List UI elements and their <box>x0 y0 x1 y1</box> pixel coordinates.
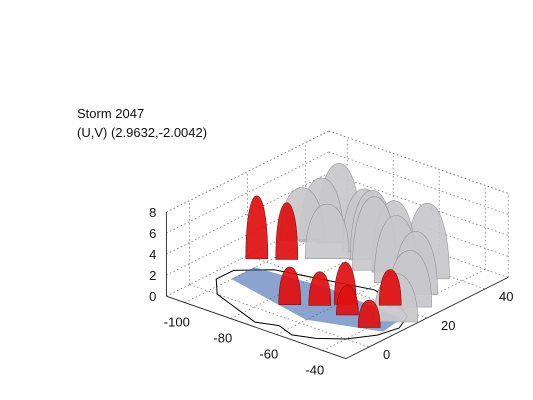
x-tick-label: -40 <box>305 363 324 378</box>
x-tick-label: -60 <box>259 347 278 362</box>
y-tick-label: 0 <box>383 347 390 362</box>
z-tick-label: 0 <box>149 289 156 304</box>
z-tick-label: 6 <box>149 226 156 241</box>
z-tick-label: 8 <box>149 205 156 220</box>
z-tick-label: 4 <box>149 247 156 262</box>
red-core <box>378 269 402 306</box>
axes <box>165 212 509 360</box>
surface-layer <box>215 162 450 340</box>
z-tick-label: 2 <box>149 268 156 283</box>
red-core <box>245 195 269 260</box>
gray-envelope <box>304 203 350 259</box>
grid-line <box>328 130 509 194</box>
y-tick-label: 20 <box>441 318 455 333</box>
y-axis-line <box>345 276 509 360</box>
red-core <box>275 202 299 260</box>
red-core <box>357 299 381 328</box>
x-tick-label: -100 <box>164 315 190 330</box>
tick-labels: 0 2 4 6 8 -100 -80 -60 -40 0 20 40 <box>149 205 513 377</box>
red-core <box>278 266 302 305</box>
footprint-contour <box>215 269 409 340</box>
chart-title-line-2: (U,V) (2.9632,-2.0042) <box>77 125 207 140</box>
x-tick-label: -80 <box>213 331 232 346</box>
red-core <box>336 285 359 316</box>
red-core <box>308 271 332 306</box>
y-tick-label: 40 <box>499 289 513 304</box>
chart-title-line-1: Storm 2047 <box>77 106 144 121</box>
x-axis-line <box>166 295 346 360</box>
